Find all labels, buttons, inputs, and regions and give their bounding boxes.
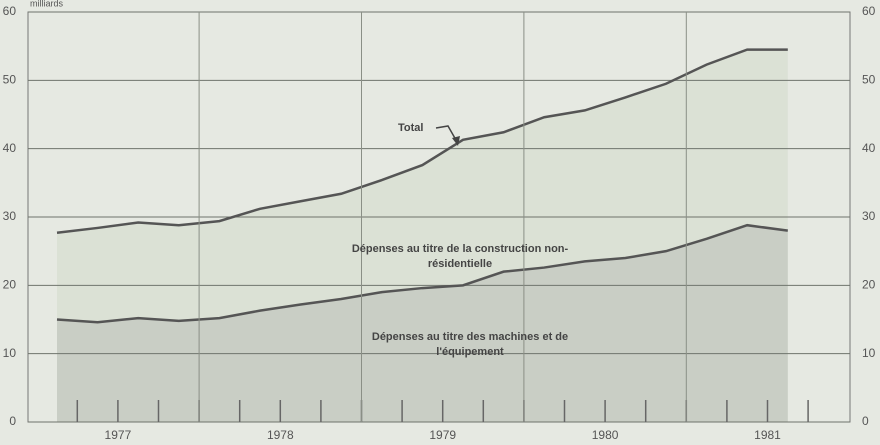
total-arrowhead: [452, 136, 460, 146]
y-tick-label: 50: [3, 73, 17, 87]
y-tick-label-right: 0: [862, 414, 869, 428]
series-line: [56, 48, 788, 234]
y-tick-label-right: 20: [862, 278, 876, 292]
y-tick-label: 20: [3, 278, 17, 292]
series-line: [56, 223, 788, 324]
x-tick-label: 1977: [105, 428, 132, 442]
y-tick-label-right: 10: [862, 346, 876, 360]
machinery-label: Dépenses au titre des machines et de l'é…: [371, 331, 569, 358]
y-tick-label-right: 50: [862, 73, 876, 87]
total-arrow: [435, 125, 457, 141]
x-tick-label: 1978: [267, 428, 294, 442]
y-tick-label-right: 30: [862, 209, 876, 223]
y-tick-label: 30: [3, 209, 17, 223]
y-tick-label: 0: [9, 414, 16, 428]
area-fill: [57, 225, 788, 422]
area-fill: [57, 49, 788, 323]
construction-label: Dépenses au titre de la construction non…: [351, 243, 569, 270]
y-tick-label: 40: [3, 141, 17, 155]
x-tick-label: 1980: [592, 428, 619, 442]
x-tick-label: 1981: [754, 428, 781, 442]
x-tick-label: 1979: [429, 428, 456, 442]
y-tick-label-right: 60: [862, 4, 876, 18]
total-label: Total: [398, 122, 423, 134]
y-tick-label: 10: [3, 346, 17, 360]
y-tick-label: 60: [3, 4, 17, 18]
y-axis-label: milliards: [30, 0, 64, 8]
y-tick-label-right: 40: [862, 141, 876, 155]
